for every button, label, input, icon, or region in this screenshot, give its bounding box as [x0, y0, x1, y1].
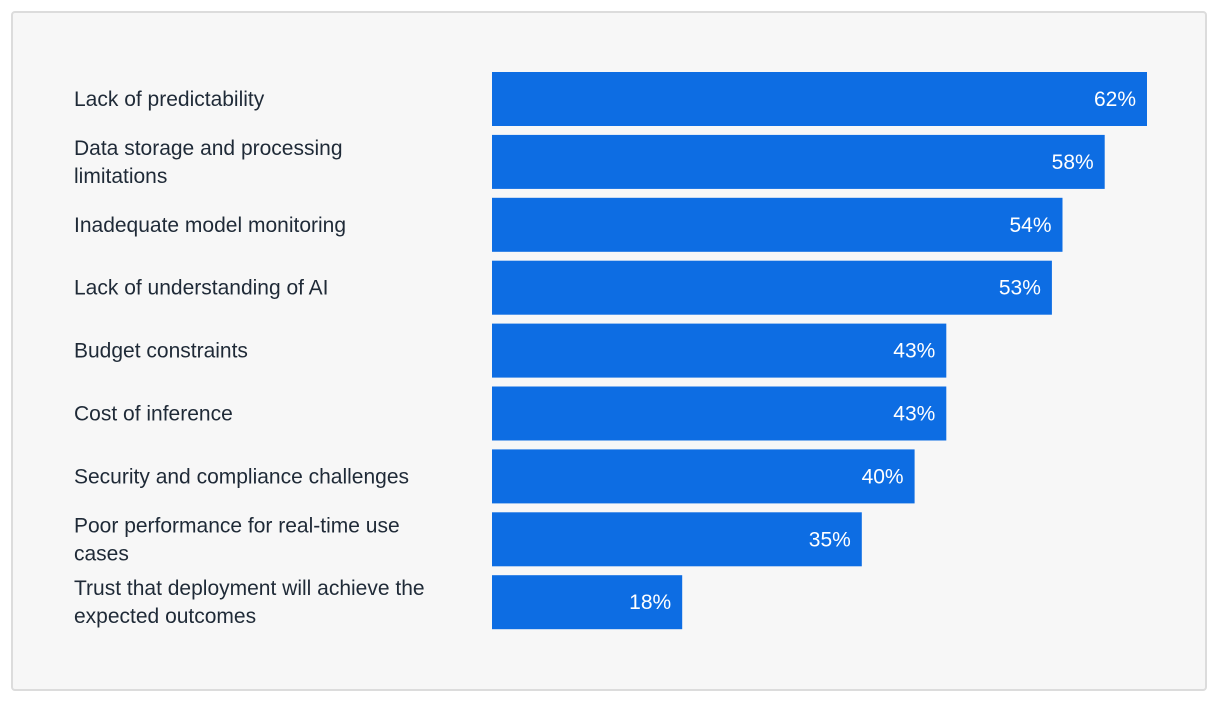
category-label: Lack of predictability: [74, 88, 265, 111]
bar-value-label: 53%: [999, 277, 1041, 300]
category-label-line: Inadequate model monitoring: [74, 214, 346, 237]
bar: [492, 449, 915, 504]
category-label: Cost of inference: [74, 403, 233, 426]
category-label: Trust that deployment will achieve the ex…: [74, 577, 425, 628]
category-label: Security and compliance challenges: [74, 465, 409, 488]
category-label: Lack of understanding of AI: [74, 277, 329, 300]
bar: [492, 575, 683, 630]
bar-value-label: 58%: [1052, 151, 1094, 174]
bar-value-label: 43%: [893, 340, 935, 363]
bar-value-label: 40%: [862, 465, 904, 488]
bar-value-label: 62%: [1094, 88, 1136, 111]
bar-value-label: 35%: [809, 528, 851, 551]
category-label-line: Trust that deployment will achieve the: [74, 577, 425, 600]
category-label-line: Lack of understanding of AI: [74, 277, 329, 300]
bar: [492, 72, 1147, 126]
category-label: Data storage and processing limitations: [74, 137, 343, 188]
bar: [492, 260, 1052, 315]
category-label-line: expected outcomes: [74, 605, 256, 628]
category-label: Budget constraints: [74, 340, 248, 363]
bar-value-label: 43%: [893, 403, 935, 426]
category-label-line: cases: [74, 542, 129, 565]
bar: [492, 197, 1063, 252]
bar-value-label: 54%: [1009, 214, 1051, 237]
category-label-line: Poor performance for real-time use: [74, 514, 400, 537]
bar: [492, 134, 1105, 189]
category-label: Inadequate model monitoring: [74, 214, 346, 237]
category-label-line: Security and compliance challenges: [74, 465, 409, 488]
bar: [492, 512, 862, 567]
category-label-line: Data storage and processing: [74, 137, 343, 160]
category-label: Poor performance for real-time use cases: [74, 514, 400, 565]
category-label-line: Lack of predictability: [74, 88, 265, 111]
bar: [492, 386, 947, 441]
bar: [492, 323, 947, 378]
category-label-line: limitations: [74, 165, 167, 188]
bar-value-label: 18%: [629, 591, 671, 614]
bar-chart: 62% Lack of predictability 58% Data storage…: [74, 72, 1147, 630]
category-label-line: Budget constraints: [74, 340, 248, 363]
category-label-line: Cost of inference: [74, 403, 233, 426]
chart-card: 62% Lack of predictability 58% Data storage…: [11, 11, 1207, 691]
